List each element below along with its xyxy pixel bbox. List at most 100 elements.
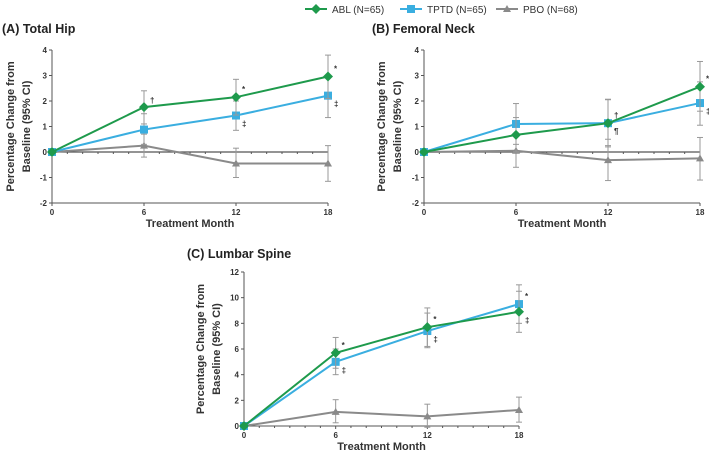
x-tick-label: 12 bbox=[423, 431, 432, 440]
diamond-marker bbox=[239, 421, 249, 431]
series-line bbox=[51, 144, 328, 165]
triangle-marker bbox=[324, 159, 332, 167]
x-tick-label: 0 bbox=[242, 431, 247, 440]
series-line bbox=[51, 75, 329, 153]
y-axis-label-line1: Percentage Change from bbox=[195, 284, 207, 414]
diamond-marker bbox=[139, 102, 149, 113]
significance-mark: ‡ bbox=[242, 120, 246, 129]
y-tick-label: 4 bbox=[235, 371, 240, 380]
y-tick-label: 2 bbox=[415, 97, 420, 106]
legend-label-tptd: TPTD (N=65) bbox=[427, 5, 487, 16]
series-abl: † * * bbox=[47, 54, 338, 157]
y-tick-label: 8 bbox=[235, 319, 240, 328]
y-tick-label: 12 bbox=[230, 268, 239, 277]
triangle-marker bbox=[515, 405, 523, 413]
x-tick-label: 18 bbox=[515, 431, 524, 440]
x-axis-label: Treatment Month bbox=[146, 218, 235, 230]
series-line bbox=[423, 102, 701, 153]
triangle-marker bbox=[331, 407, 340, 415]
diamond-marker bbox=[323, 71, 333, 82]
y-axis-label-line1: Percentage Change from bbox=[5, 61, 17, 191]
diamond-marker bbox=[330, 347, 341, 358]
significance-mark: * bbox=[433, 315, 437, 324]
x-tick-label: 6 bbox=[514, 208, 519, 217]
significance-mark: † bbox=[150, 96, 154, 105]
y-tick-label: 0 bbox=[43, 148, 48, 157]
panel-title: (C) Lumbar Spine bbox=[187, 247, 291, 261]
significance-mark: * bbox=[242, 85, 246, 94]
x-tick-label: 12 bbox=[232, 208, 241, 217]
y-tick-label: 1 bbox=[415, 123, 420, 132]
triangle-marker bbox=[503, 5, 511, 12]
y-tick-label: 2 bbox=[43, 97, 48, 106]
series-line bbox=[243, 310, 520, 427]
significance-mark: ‡ bbox=[525, 316, 529, 325]
legend: ABL (N=65) TPTD (N=65) PBO (N=68) bbox=[305, 4, 578, 16]
diamond-marker bbox=[311, 4, 321, 14]
square-marker bbox=[232, 111, 240, 120]
diamond-marker bbox=[603, 118, 613, 129]
y-tick-label: 10 bbox=[230, 294, 239, 303]
legend-label-pbo: PBO (N=68) bbox=[523, 5, 578, 16]
triangle-marker bbox=[696, 154, 704, 162]
significance-mark: * bbox=[525, 292, 529, 301]
y-tick-label: 3 bbox=[43, 72, 48, 81]
triangle-marker bbox=[232, 159, 240, 167]
triangle-marker bbox=[140, 141, 148, 149]
y-tick-label: -1 bbox=[412, 174, 420, 183]
significance-mark: † bbox=[614, 111, 618, 120]
x-tick-label: 12 bbox=[604, 208, 613, 217]
significance-mark: ‡ bbox=[433, 335, 437, 344]
panel-title: (B) Femoral Neck bbox=[372, 22, 475, 36]
x-tick-label: 18 bbox=[324, 208, 333, 217]
series-line bbox=[243, 408, 520, 427]
series-pbo bbox=[48, 133, 332, 182]
y-tick-label: -2 bbox=[40, 199, 48, 208]
x-axis-label: Treatment Month bbox=[518, 218, 607, 230]
diamond-marker bbox=[231, 92, 241, 103]
series-line bbox=[423, 149, 701, 162]
y-tick-label: 4 bbox=[43, 46, 48, 55]
y-tick-label: 4 bbox=[415, 46, 420, 55]
y-axis-label-line2: Baseline (95% CI) bbox=[392, 80, 404, 172]
significance-mark: ‡ bbox=[342, 366, 346, 375]
x-tick-label: 0 bbox=[50, 208, 55, 217]
series-pbo bbox=[420, 134, 704, 182]
y-axis-label-line2: Baseline (95% CI) bbox=[211, 303, 223, 395]
series-pbo bbox=[240, 396, 523, 429]
series-line bbox=[51, 94, 329, 153]
y-tick-label: 3 bbox=[415, 72, 420, 81]
series-tptd: ‡ ‡ * bbox=[240, 284, 529, 430]
series-line bbox=[423, 85, 701, 153]
y-axis-label-line1: Percentage Change from bbox=[376, 61, 388, 191]
diamond-marker bbox=[514, 306, 524, 317]
legend-label-abl: ABL (N=65) bbox=[332, 5, 384, 16]
series-tptd: ‡‡ bbox=[48, 75, 338, 156]
y-tick-label: 0 bbox=[415, 148, 420, 157]
x-tick-label: 18 bbox=[696, 208, 705, 217]
triangle-marker bbox=[423, 412, 432, 420]
panel-lumbar-spine: (C) Lumbar Spine 0 2 4 6 8 10 12 0 6 12 18 Treatment… bbox=[187, 247, 529, 453]
series-line bbox=[243, 303, 520, 427]
significance-mark: ‡ bbox=[334, 100, 338, 109]
diamond-marker bbox=[422, 322, 433, 333]
triangle-marker bbox=[604, 156, 612, 164]
panel-title: (A) Total Hip bbox=[2, 22, 76, 36]
significance-mark: * bbox=[334, 65, 338, 74]
y-tick-label: 6 bbox=[235, 345, 240, 354]
square-marker bbox=[407, 5, 415, 13]
significance-mark: ¶ bbox=[614, 127, 619, 136]
series-abl: ¶* bbox=[419, 60, 709, 157]
y-tick-label: -2 bbox=[412, 199, 420, 208]
y-axis-label-line2: Baseline (95% CI) bbox=[21, 80, 33, 172]
y-tick-label: 2 bbox=[235, 396, 240, 405]
diamond-marker bbox=[511, 129, 521, 140]
y-tick-label: -1 bbox=[40, 174, 48, 183]
diamond-marker bbox=[419, 147, 429, 157]
x-axis-label: Treatment Month bbox=[337, 441, 426, 453]
significance-mark: * bbox=[342, 341, 346, 350]
significance-mark: ‡ bbox=[706, 107, 709, 116]
